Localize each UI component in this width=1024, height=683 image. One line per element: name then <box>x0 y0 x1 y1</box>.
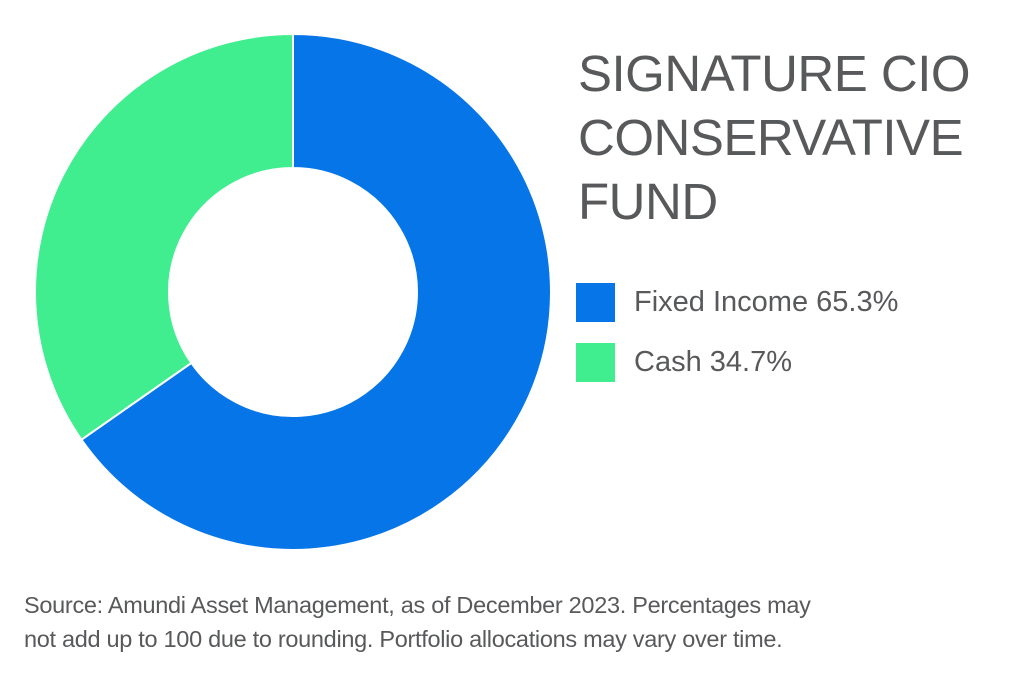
donut-slice-cash <box>34 32 294 442</box>
legend-label-fixed-income: Fixed Income 65.3% <box>634 285 899 318</box>
legend-item-fixed-income: Fixed Income 65.3% <box>576 272 898 332</box>
donut-slice-fixed-income <box>80 32 552 551</box>
source-footnote: Source: Amundi Asset Management, as of D… <box>24 588 1014 656</box>
legend-label-cash: Cash 34.7% <box>634 345 792 378</box>
title-line-1: SIGNATURE CIO <box>578 45 971 102</box>
legend: Fixed Income 65.3% Cash 34.7% <box>576 272 898 392</box>
footnote-line-1: Source: Amundi Asset Management, as of D… <box>24 592 811 618</box>
legend-swatch-fixed-income <box>576 282 615 322</box>
chart-title: SIGNATURE CIO CONSERVATIVE FUND <box>578 42 971 234</box>
legend-item-cash: Cash 34.7% <box>576 332 898 392</box>
title-line-3: FUND <box>578 173 718 230</box>
legend-swatch-cash <box>576 342 615 382</box>
footnote-line-2: not add up to 100 due to rounding. Portf… <box>24 626 783 652</box>
donut-chart <box>34 32 552 551</box>
title-line-2: CONSERVATIVE <box>578 109 964 166</box>
